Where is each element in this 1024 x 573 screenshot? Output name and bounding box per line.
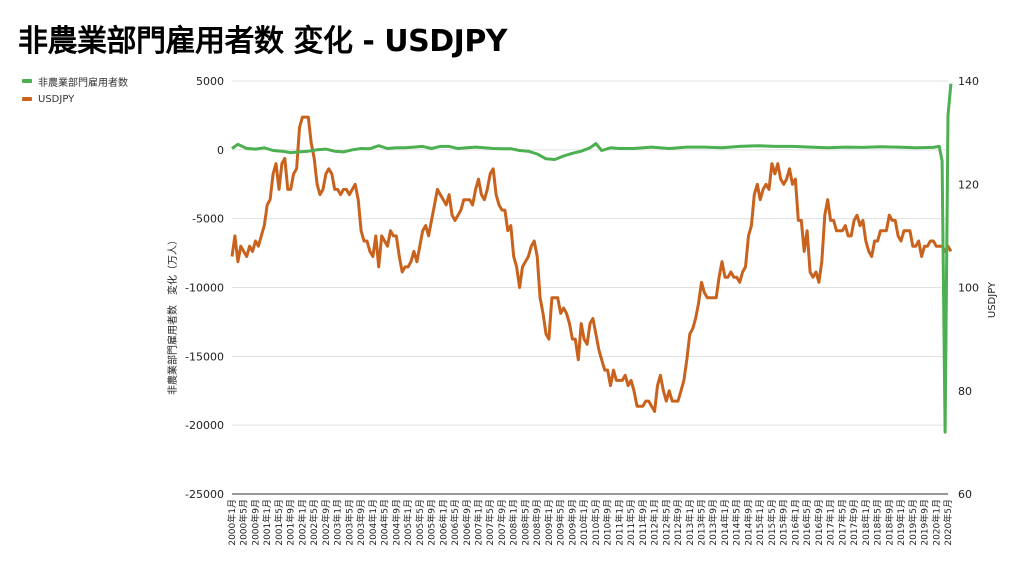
legend-item-nfp: 非農業部門雇用者数 (22, 72, 128, 90)
x-tick-label: 2016年1月 (789, 499, 801, 546)
x-tick-label: 2004年1月 (367, 499, 379, 546)
x-tick-label: 2012年9月 (672, 499, 684, 546)
x-tick-label: 2018年5月 (872, 499, 884, 546)
x-tick-label: 2016年5月 (801, 499, 813, 546)
x-tick-label: 2002年1月 (296, 499, 308, 546)
y-tick-label: -5000 (192, 213, 224, 226)
x-tick-label: 2001年9月 (285, 499, 297, 546)
x-tick-label: 2006年5月 (449, 499, 461, 546)
x-tick-label: 2007年1月 (472, 499, 484, 546)
x-tick-label: 2012年5月 (660, 499, 672, 546)
x-tick-label: 2003年9月 (355, 499, 367, 546)
y2-axis-title: USDJPY (987, 281, 998, 318)
legend-swatch-nfp (22, 79, 32, 83)
x-tick-label: 2013年9月 (707, 499, 719, 546)
legend-swatch-usdjpy (22, 97, 32, 101)
x-tick-label: 2016年9月 (813, 499, 825, 546)
y-tick-label: 5000 (196, 75, 224, 88)
x-tick-label: 2017年5月 (836, 499, 848, 546)
x-tick-label: 2002年5月 (308, 499, 320, 546)
x-tick-label: 2015年9月 (778, 499, 790, 546)
y2-tick-label: 80 (958, 385, 972, 398)
left-axis-ticks: 5000 0 -5000 -10000 -15000 -20000 -25000 (185, 75, 224, 501)
y-tick-label: -20000 (185, 419, 224, 432)
x-tick-label: 2003年5月 (343, 499, 355, 546)
x-tick-label: 2010年5月 (590, 499, 602, 546)
x-tick-label: 2006年1月 (437, 499, 449, 546)
x-tick-label: 2008年5月 (519, 499, 531, 546)
x-tick-label: 2003年1月 (332, 499, 344, 546)
x-tick-label: 2019年1月 (895, 499, 907, 546)
x-tick-label: 2000年9月 (249, 499, 261, 546)
right-axis-ticks: 140 120 100 80 60 (958, 75, 979, 501)
y-tick-label: -10000 (185, 282, 224, 295)
x-tick-label: 2004年9月 (390, 499, 402, 546)
x-tick-label: 2013年1月 (684, 499, 696, 546)
x-tick-label: 2011年1月 (613, 499, 625, 546)
x-tick-label: 2002年9月 (320, 499, 332, 546)
x-tick-label: 2020年5月 (942, 499, 954, 546)
x-tick-label: 2010年9月 (602, 499, 614, 546)
x-tick-label: 2014年5月 (731, 499, 743, 546)
series-line-usdjpy (230, 115, 953, 413)
y-tick-label: 0 (217, 144, 224, 157)
series-lines (230, 83, 953, 434)
series-line-nfp (231, 83, 953, 434)
x-tick-label: 2008年1月 (508, 499, 520, 546)
y-tick-label: -15000 (185, 350, 224, 363)
legend-label-nfp: 非農業部門雇用者数 (38, 77, 128, 89)
x-tick-label: 2005年9月 (426, 499, 438, 546)
legend-item-usdjpy: USDJPY (22, 90, 128, 108)
y2-tick-label: 60 (958, 488, 972, 501)
x-axis-ticks: 2000年1月 2000年5月 2000年9月 2001年1月 2001年5月 2001年… (226, 499, 954, 546)
x-tick-label: 2000年5月 (238, 499, 250, 546)
x-tick-label: 2018年1月 (860, 499, 872, 546)
x-tick-label: 2005年1月 (402, 499, 414, 546)
x-tick-label: 2019年5月 (907, 499, 919, 546)
x-tick-label: 2014年1月 (719, 499, 731, 546)
chart-title: 非農業部門雇用者数 変化 - USDJPY (18, 24, 508, 59)
y2-tick-label: 140 (958, 75, 979, 88)
y-tick-label: -25000 (185, 488, 224, 501)
x-tick-label: 2017年9月 (848, 499, 860, 546)
legend-label-usdjpy: USDJPY (38, 93, 75, 105)
x-tick-label: 2018年9月 (883, 499, 895, 546)
x-tick-label: 2008年9月 (531, 499, 543, 546)
x-tick-label: 2011年9月 (637, 499, 649, 546)
x-tick-label: 2009年5月 (555, 499, 567, 546)
x-tick-label: 2007年5月 (484, 499, 496, 546)
x-tick-label: 2009年9月 (566, 499, 578, 546)
x-tick-label: 2005年5月 (414, 499, 426, 546)
x-tick-label: 2013年5月 (696, 499, 708, 546)
x-tick-label: 2015年1月 (754, 499, 766, 546)
y2-tick-label: 100 (958, 282, 979, 295)
x-tick-label: 2006年9月 (461, 499, 473, 546)
x-tick-label: 2001年5月 (273, 499, 285, 546)
gridlines (232, 80, 948, 495)
x-tick-label: 2011年5月 (625, 499, 637, 546)
x-tick-label: 2001年1月 (261, 499, 273, 546)
x-tick-label: 2010年1月 (578, 499, 590, 546)
x-tick-label: 2014年9月 (742, 499, 754, 546)
x-tick-label: 2007年9月 (496, 499, 508, 546)
x-tick-label: 2012年1月 (649, 499, 661, 546)
x-tick-label: 2020年1月 (930, 499, 942, 546)
y2-tick-label: 120 (958, 178, 979, 191)
x-tick-label: 2019年9月 (919, 499, 931, 546)
x-tick-label: 2009年1月 (543, 499, 555, 546)
x-tick-label: 2015年5月 (766, 499, 778, 546)
x-tick-label: 2017年1月 (825, 499, 837, 546)
legend: 非農業部門雇用者数 USDJPY (22, 72, 128, 108)
x-tick-label: 2000年1月 (226, 499, 238, 546)
y-axis-title: 非農業部門雇用者数 変化（万人） (166, 235, 179, 395)
x-tick-label: 2004年5月 (379, 499, 391, 546)
